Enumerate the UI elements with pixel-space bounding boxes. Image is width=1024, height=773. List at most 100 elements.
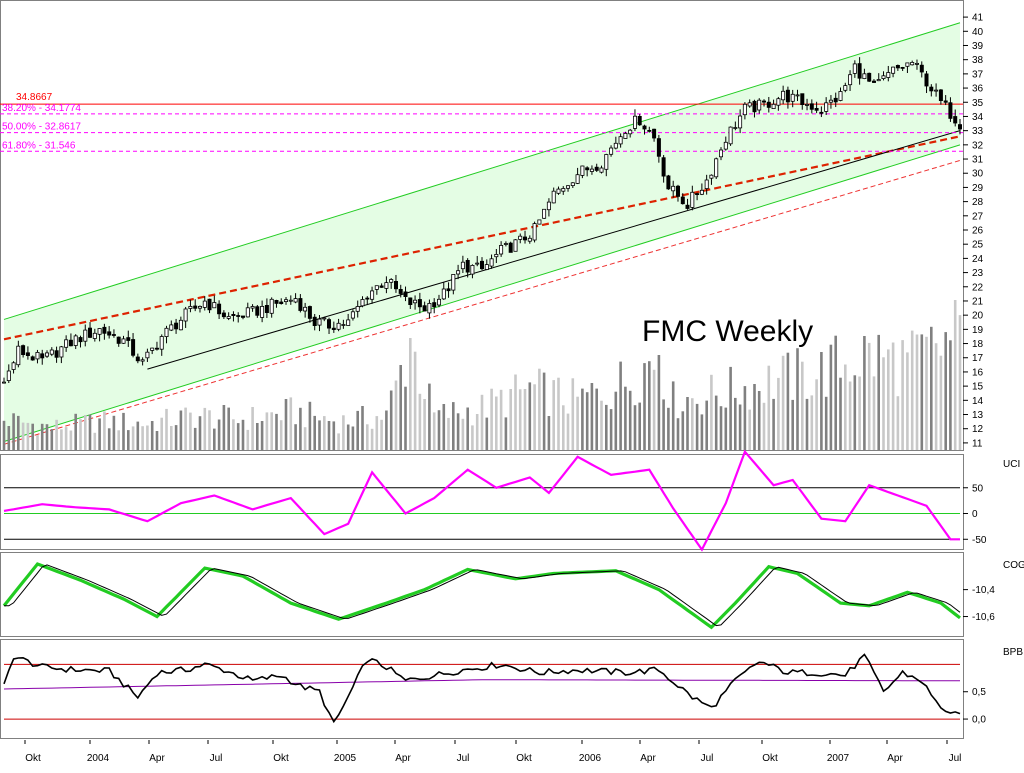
candle-body (107, 331, 112, 336)
volume-bar (346, 424, 350, 450)
bpb-tick-label: 0,5 (972, 687, 986, 698)
candle-body (350, 311, 355, 319)
candle-body (886, 72, 891, 78)
candle-body (857, 63, 862, 79)
volume-bar (452, 402, 455, 450)
cog-panel-label: COG (1003, 560, 1024, 571)
price-tick-label: 18 (972, 339, 984, 350)
volume-bar (456, 413, 460, 450)
candle-body (145, 351, 150, 359)
candle-body (59, 346, 64, 358)
candle-body (317, 318, 322, 326)
volume-bar (796, 348, 799, 450)
candle-body (781, 90, 786, 101)
volume-bar (7, 426, 11, 450)
candle-body (958, 124, 963, 130)
candle-body (346, 319, 351, 326)
candle-body (785, 89, 790, 103)
candle-body (833, 97, 838, 103)
candle-body (551, 190, 556, 204)
volume-bar (858, 376, 861, 450)
candle-body (279, 301, 284, 305)
candle-body (613, 142, 618, 149)
candle-body (915, 63, 920, 65)
volume-bar (45, 424, 49, 450)
candle-body (589, 168, 594, 172)
volume-bar (241, 419, 245, 450)
candle-body (331, 327, 336, 331)
candle-body (867, 72, 872, 82)
bpb-panel-label: BPB (1003, 647, 1023, 658)
candle-body (518, 235, 523, 240)
volume-bar (428, 383, 431, 450)
candle-body (393, 280, 398, 290)
cog-tick-label: -10,4 (972, 585, 995, 596)
candle-body (929, 86, 934, 92)
bpb-line (3, 653, 961, 724)
candle-body (709, 174, 714, 179)
candle-body (221, 312, 226, 318)
candle-body (417, 299, 422, 308)
volume-bar (64, 427, 68, 450)
cog-tick-label: -10,6 (972, 612, 995, 623)
candle-body (6, 370, 11, 382)
candle-body (680, 196, 685, 205)
bpb-tick-label: 0,0 (972, 715, 986, 726)
volume-bar (193, 427, 197, 450)
volume-bar (275, 413, 278, 450)
volume-bar (667, 407, 670, 450)
candle-body (303, 306, 308, 312)
candle-body (953, 116, 958, 124)
volume-bar (318, 420, 321, 450)
volume-bar (246, 429, 250, 450)
candle-body (738, 115, 743, 129)
volume-bar (590, 383, 594, 450)
x-tick-label: Apr (887, 753, 903, 764)
volume-bar (877, 334, 880, 450)
volume-bar (146, 425, 149, 450)
candle-body (690, 191, 695, 208)
candle-body (341, 324, 346, 326)
volume-bar (901, 340, 904, 450)
candle-body (188, 305, 193, 309)
price-tick-label: 15 (972, 382, 984, 393)
candle-body (728, 126, 733, 145)
candle-body (599, 167, 604, 173)
candle-body (508, 242, 513, 253)
volume-bar (437, 410, 441, 450)
volume-bar (748, 409, 751, 450)
volume-bar (299, 407, 302, 450)
candle-body (379, 285, 384, 288)
volume-bar (824, 396, 828, 450)
volume-bar (74, 413, 77, 450)
volume-bar (294, 424, 297, 450)
candle-body (757, 99, 762, 111)
volume-bar (36, 435, 39, 450)
candle-body (814, 108, 819, 111)
volume-bar (127, 430, 130, 450)
fib-label: 38.20% - 34.1774 (2, 103, 81, 114)
indicator-layer: UCI 50 0 -50 COG -10,4 -10,6 BPB 0,5 0,0 (2, 449, 1024, 726)
volume-bar (585, 392, 589, 450)
candle-body (862, 73, 867, 80)
price-tick-label: 38 (972, 55, 984, 66)
volume-bar (189, 412, 192, 450)
price-tick-label: 16 (972, 367, 984, 378)
price-tick-label: 19 (972, 325, 984, 336)
candle-body (647, 129, 652, 132)
candle-body (283, 299, 288, 303)
volume-bar (332, 421, 336, 450)
volume-bar (361, 406, 364, 450)
volume-bar (915, 334, 919, 450)
volume-bar (743, 386, 747, 450)
candle-body (389, 279, 394, 283)
volume-bar (738, 404, 742, 450)
candle-body (360, 299, 365, 307)
volume-bar (88, 414, 92, 450)
candle-body (685, 204, 690, 209)
price-tick-label: 39 (972, 41, 984, 52)
volume-bar (753, 384, 756, 450)
price-tick-label: 20 (972, 311, 984, 322)
candle-body (948, 102, 953, 119)
volume-bar (939, 355, 943, 450)
